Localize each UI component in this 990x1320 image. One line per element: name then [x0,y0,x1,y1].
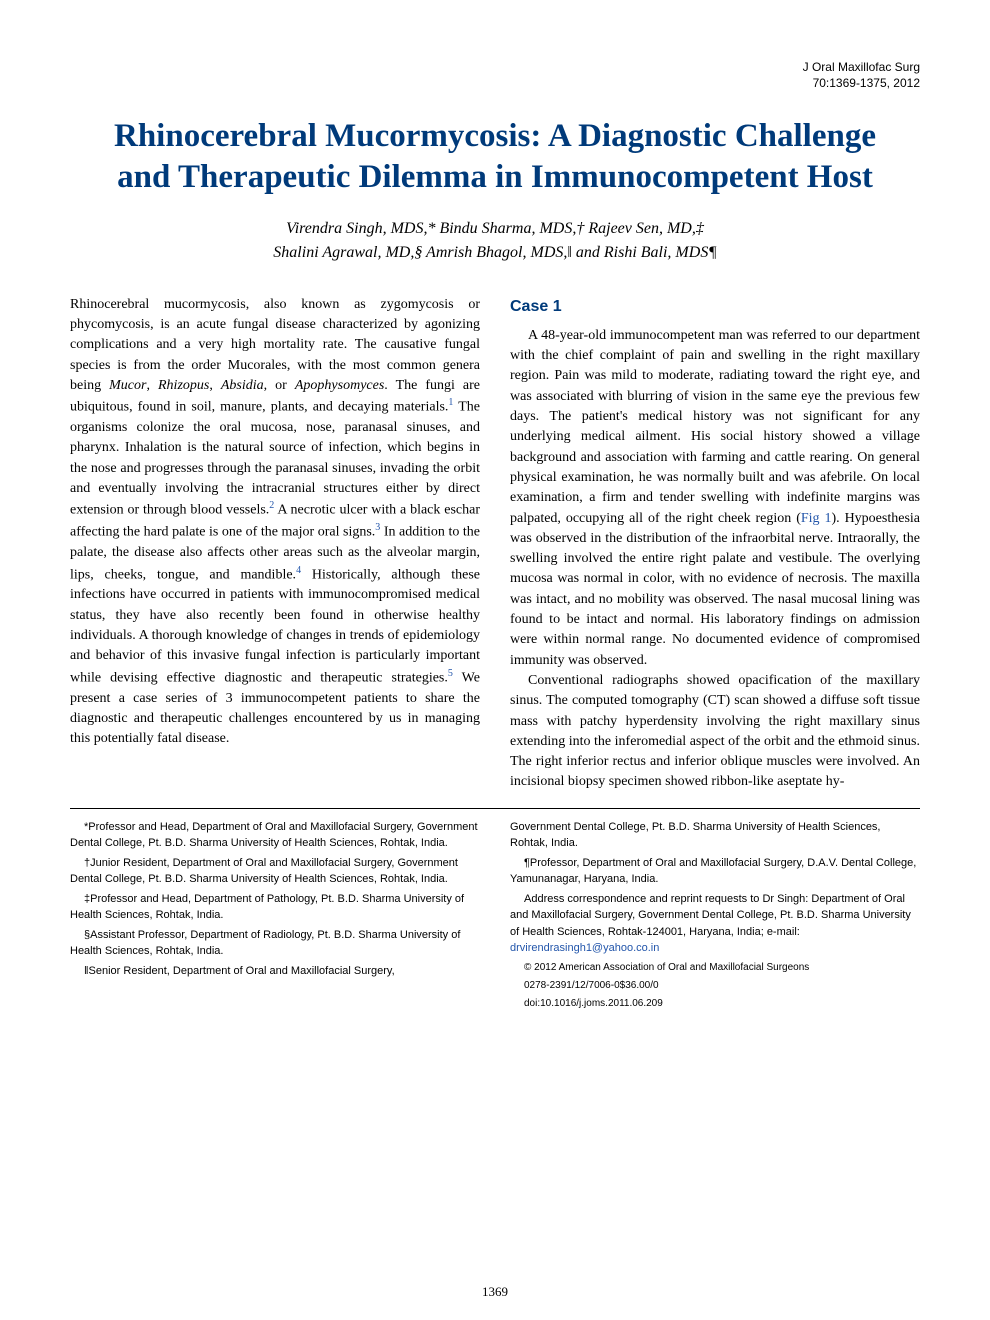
authors-line-1: Virendra Singh, MDS,* Bindu Sharma, MDS,… [130,217,860,241]
journal-name: J Oral Maxillofac Surg [70,60,920,76]
affil-5-cont: Government Dental College, Pt. B.D. Shar… [510,819,920,852]
issn: 0278-2391/12/7006-0$36.00/0 [510,978,920,993]
authors-block: Virendra Singh, MDS,* Bindu Sharma, MDS,… [70,217,920,265]
email-link[interactable]: drvirendrasingh1@yahoo.co.in [510,942,659,954]
correspondence: Address correspondence and reprint reque… [510,891,920,957]
journal-citation: 70:1369-1375, 2012 [70,76,920,92]
right-column: Case 1 A 48-year-old immunocompetent man… [510,295,920,793]
main-content: Rhinocerebral mucormycosis, also known a… [70,295,920,793]
affiliations-right: Government Dental College, Pt. B.D. Shar… [510,819,920,1014]
affil-1: *Professor and Head, Department of Oral … [70,819,480,852]
affil-6: ¶Professor, Department of Oral and Maxil… [510,855,920,888]
article-title: Rhinocerebral Mucormycosis: A Diagnostic… [70,116,920,199]
case-1-paragraph-1: A 48-year-old immunocompetent man was re… [510,326,920,671]
left-column: Rhinocerebral mucormycosis, also known a… [70,295,480,793]
intro-paragraph: Rhinocerebral mucormycosis, also known a… [70,295,480,750]
copyright: © 2012 American Association of Oral and … [510,960,920,975]
affil-5: ‖Senior Resident, Department of Oral and… [70,963,480,980]
affiliations-left: *Professor and Head, Department of Oral … [70,819,480,1014]
authors-line-2: Shalini Agrawal, MD,§ Amrish Bhagol, MDS… [130,241,860,265]
fig-1-ref[interactable]: Fig 1 [801,511,832,526]
case-1-paragraph-2: Conventional radiographs showed opacific… [510,671,920,793]
affiliations-block: *Professor and Head, Department of Oral … [70,808,920,1014]
affil-4: §Assistant Professor, Department of Radi… [70,927,480,960]
affil-3: ‡Professor and Head, Department of Patho… [70,891,480,924]
affil-2: †Junior Resident, Department of Oral and… [70,855,480,888]
case-1-heading: Case 1 [510,295,920,318]
page-number: 1369 [482,1284,508,1300]
journal-header: J Oral Maxillofac Surg 70:1369-1375, 201… [70,60,920,91]
doi: doi:10.1016/j.joms.2011.06.209 [510,996,920,1011]
